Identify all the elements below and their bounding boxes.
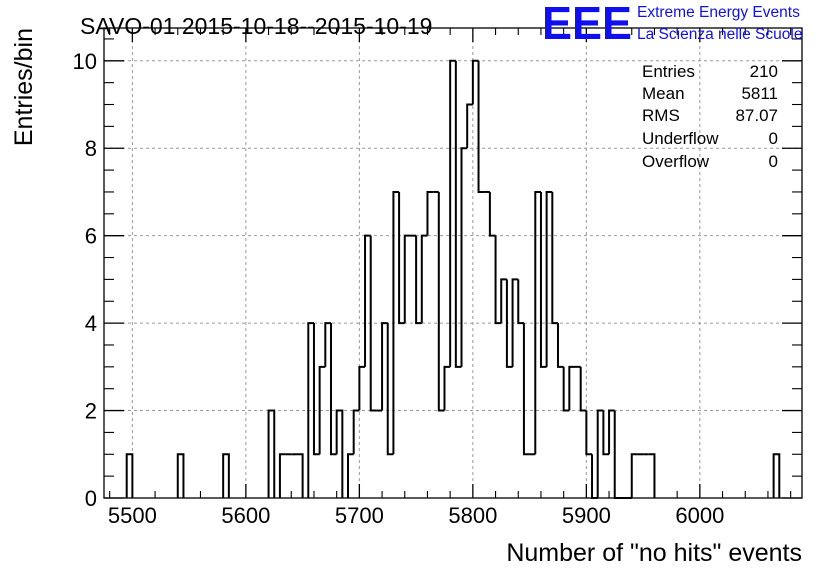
histogram-bin bbox=[505, 279, 513, 368]
histogram-bin bbox=[539, 191, 547, 368]
histogram-bin bbox=[426, 190, 434, 236]
stats-rms-label: RMS bbox=[642, 106, 680, 125]
histogram-bin bbox=[176, 453, 185, 498]
stats-overflow-label: Overflow bbox=[642, 152, 710, 171]
y-tick-label: 10 bbox=[73, 49, 97, 74]
histogram-bin bbox=[443, 365, 451, 411]
stats-mean-label: Mean bbox=[642, 84, 685, 103]
stats-entries-value: 210 bbox=[750, 62, 778, 81]
histogram-bin bbox=[500, 278, 507, 324]
x-tick-label: 5500 bbox=[108, 503, 157, 528]
stats-box: Entries 210 Mean 5811 RMS 87.07 Underflo… bbox=[642, 62, 778, 171]
histogram-bin bbox=[522, 323, 530, 456]
histogram-bin bbox=[602, 410, 610, 456]
y-axis-title: Entries/bin bbox=[10, 28, 38, 146]
histogram-bin bbox=[318, 365, 326, 455]
histogram-bin bbox=[324, 322, 331, 367]
histogram-bin bbox=[278, 453, 286, 498]
y-tick-label: 8 bbox=[85, 136, 97, 161]
logo-eee-text: EEE bbox=[542, 0, 632, 49]
x-tick-label: 5900 bbox=[562, 503, 611, 528]
histogram-bin bbox=[596, 409, 604, 498]
histogram-bin bbox=[296, 453, 304, 498]
histogram-bin bbox=[562, 366, 570, 412]
histogram-bin bbox=[488, 191, 496, 237]
logo-line-2: La Scienza nelle Scuole bbox=[637, 26, 802, 43]
histogram-bin bbox=[556, 323, 564, 368]
histogram-bin bbox=[511, 278, 519, 367]
histogram-bin bbox=[347, 453, 354, 498]
histogram-bin bbox=[335, 409, 344, 498]
histogram-bin bbox=[386, 323, 394, 456]
histogram-bin bbox=[630, 453, 638, 498]
stats-entries-label: Entries bbox=[642, 62, 695, 81]
axis-ticks bbox=[104, 28, 802, 499]
grid bbox=[104, 28, 802, 498]
histogram-bin bbox=[398, 191, 405, 325]
histogram-bin bbox=[454, 60, 462, 368]
histogram-bin bbox=[477, 60, 485, 193]
histogram-bin bbox=[551, 191, 558, 325]
histogram-bin bbox=[352, 409, 360, 455]
histogram-bin bbox=[466, 103, 473, 149]
histogram-bin bbox=[437, 191, 445, 412]
stats-mean-value: 5811 bbox=[741, 84, 778, 103]
tick-labels: 5500 5600 5700 5800 5900 6000 0 2 4 6 8 10 bbox=[73, 49, 725, 528]
histogram-bin bbox=[329, 323, 337, 456]
x-axis-title: Number of "no hits" events bbox=[506, 539, 802, 567]
stats-underflow-value: 0 bbox=[769, 129, 778, 148]
stats-overflow-value: 0 bbox=[769, 152, 778, 171]
histogram-bin bbox=[772, 453, 781, 498]
histogram-bin bbox=[568, 365, 576, 411]
histogram-bin bbox=[449, 59, 456, 367]
histogram-bin bbox=[222, 453, 230, 498]
histogram-bin bbox=[534, 190, 541, 455]
histogram-bin bbox=[307, 322, 314, 498]
logo-line-1: Extreme Energy Events bbox=[637, 4, 800, 21]
stats-underflow-label: Underflow bbox=[642, 129, 719, 148]
histogram-bin bbox=[415, 235, 422, 325]
x-tick-label: 6000 bbox=[675, 503, 724, 528]
histogram-bin bbox=[517, 279, 524, 325]
histogram-bin bbox=[608, 409, 615, 455]
plot-frame bbox=[103, 27, 803, 499]
y-tick-label: 6 bbox=[85, 224, 97, 249]
histogram-bin bbox=[585, 410, 593, 456]
histogram-bin bbox=[545, 190, 553, 367]
histogram-bin bbox=[403, 234, 411, 324]
histogram-bin bbox=[267, 409, 276, 498]
histogram-bin bbox=[364, 234, 371, 367]
x-tick-label: 5700 bbox=[335, 503, 384, 528]
y-tick-label: 4 bbox=[85, 311, 97, 336]
histogram-bin bbox=[579, 366, 587, 412]
histogram-bin bbox=[369, 235, 377, 412]
y-tick-label: 2 bbox=[85, 399, 97, 424]
histogram-bin bbox=[392, 190, 400, 455]
histogram-bin bbox=[312, 323, 320, 456]
chart-title: SAVO-01 2015-10-18--2015-10-19 bbox=[80, 13, 432, 39]
histogram-bin bbox=[494, 235, 502, 325]
x-tick-label: 5800 bbox=[448, 503, 497, 528]
eee-logo: EEE Extreme Energy Events La Scienza nel… bbox=[542, 0, 802, 49]
histogram-bins bbox=[125, 59, 781, 499]
histogram-bin bbox=[420, 234, 428, 324]
histogram-bin bbox=[471, 59, 479, 105]
stats-rms-value: 87.07 bbox=[735, 106, 778, 125]
histogram-bin bbox=[358, 365, 366, 411]
histogram-bin bbox=[460, 147, 468, 367]
y-tick-label: 0 bbox=[85, 486, 97, 511]
histogram-bin bbox=[381, 322, 388, 411]
histogram-bin bbox=[648, 453, 656, 498]
histogram-bin bbox=[125, 453, 134, 498]
x-tick-label: 5600 bbox=[221, 503, 270, 528]
